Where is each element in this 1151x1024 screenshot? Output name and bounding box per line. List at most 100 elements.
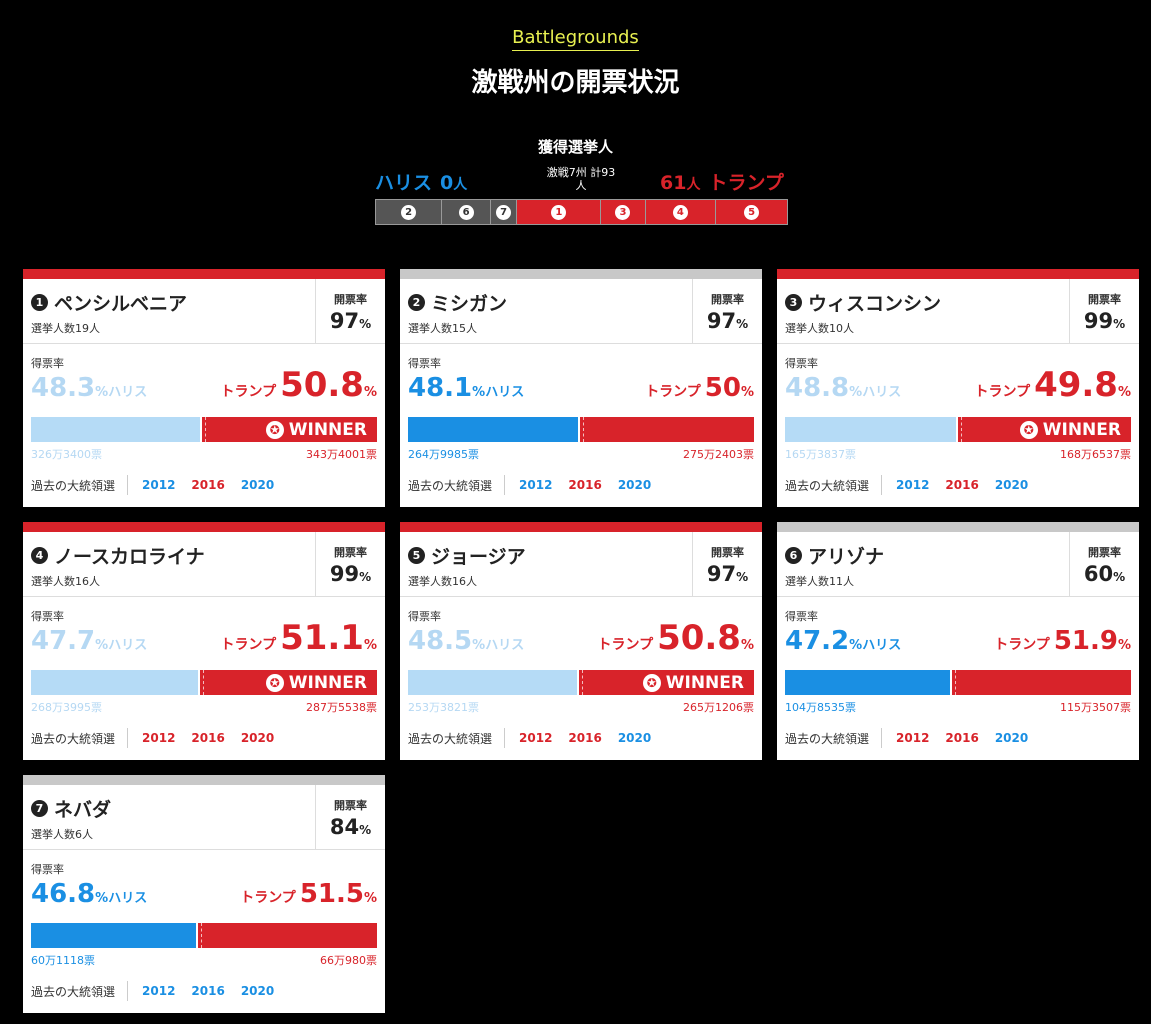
divider [127,981,129,1001]
reporting-value: 60% [1070,562,1139,586]
reporting-value: 97% [693,309,762,333]
harris-label: ハリス [485,638,525,653]
harris-pct-unit: % [95,385,109,400]
reporting-number: 97 [706,562,737,586]
trump-percentage: トランプ 51.5% [240,879,377,909]
harris-bar [785,417,957,442]
past-year-2012: 2012 [142,731,176,745]
past-year-2016: 2016 [191,478,225,492]
harris-percentage: 48.8%ハリス [785,373,901,403]
state-card[interactable]: 5 ジョージア 選挙人数16人 開票率 97% 得票率 48.5%ハリス トランプ 50.8% ✪… [400,522,762,760]
trump-label: トランプ [645,384,701,400]
reporting-number: 97 [706,309,737,333]
trump-ev-number: 61 [660,172,687,194]
harris-label: ハリス [862,385,902,400]
harris-votes: 264万9985票 [408,448,479,461]
harris-bar [31,923,196,948]
card-status-bar [400,269,762,279]
state-card[interactable]: 2 ミシガン 選挙人数15人 開票率 97% 得票率 48.1%ハリス トランプ 50% 264万… [400,269,762,507]
bar-divider [199,417,202,442]
state-card[interactable]: 7 ネバダ 選挙人数6人 開票率 84% 得票率 46.8%ハリス トランプ 51.5% 60万1… [23,775,385,1013]
trump-bar: ✪ WINNER [200,670,377,695]
card-header: 3 ウィスコンシン 選挙人数10人 開票率 99% [777,279,1139,344]
past-year-2012: 2012 [519,478,553,492]
vote-share-bar: ✪ WINNER [785,417,1131,442]
trump-bar: ✪ WINNER [201,417,377,442]
trump-pct-unit: % [363,638,377,653]
reporting-box: 開票率 97% [692,279,762,343]
state-name: 1 ペンシルベニア [31,289,187,316]
harris-label: ハリス [108,638,148,653]
electoral-segment-state-4: 4 [645,200,717,224]
past-year-2020: 2020 [240,731,275,745]
trump-bar: ✪ WINNER [578,670,754,695]
kicker-text: Battlegrounds [512,27,639,51]
trump-percentage: トランプ 51.1% [220,618,377,658]
trump-votes: 265万1206票 [683,701,754,714]
trump-label: トランプ [597,637,654,653]
trump-label: トランプ [974,384,1031,400]
harris-bar [408,417,578,442]
past-year-2020: 2020 [994,731,1029,745]
past-elections: 過去の大統領選 2012 2016 2020 [408,475,667,495]
state-number-badge: 2 [401,204,417,220]
state-card[interactable]: 1 ペンシルベニア 選挙人数19人 開票率 97% 得票率 48.3%ハリス トランプ 50.8… [23,269,385,507]
total-line-1: 激戦7州 計93 [546,166,616,179]
past-elections-label: 過去の大統領選 [31,478,116,493]
reporting-unit: % [359,317,372,331]
total-line-2: 人 [575,179,587,192]
harris-pct-number: 48.1 [408,373,473,403]
reporting-value: 99% [316,562,385,586]
card-header: 6 アリゾナ 選挙人数11人 開票率 60% [777,532,1139,597]
state-card[interactable]: 4 ノースカロライナ 選挙人数16人 開票率 99% 得票率 47.7%ハリス トランプ 51.… [23,522,385,760]
vote-share-label: 得票率 [785,610,818,623]
star-icon: ✪ [265,673,284,692]
past-year-2012: 2012 [896,731,930,745]
vote-share-bar: ✪ WINNER [31,417,377,442]
trump-pct-number: 50.8 [657,618,741,658]
trump-votes: 66万980票 [320,954,377,967]
harris-pct-unit: % [849,638,863,653]
past-elections: 過去の大統領選 2012 2016 2020 [31,981,290,1001]
past-elections: 過去の大統領選 2012 2016 2020 [31,475,290,495]
past-year-2020: 2020 [617,731,652,745]
card-header: 4 ノースカロライナ 選挙人数16人 開票率 99% [23,532,385,597]
state-number-badge: 1 [31,294,48,311]
trump-name: トランプ [708,172,784,194]
card-header: 1 ペンシルベニア 選挙人数19人 開票率 97% [23,279,385,344]
trump-percentage: トランプ 51.9% [994,626,1131,656]
past-year-2020: 2020 [240,984,275,998]
state-name-text: ジョージア [431,546,526,568]
state-number-badge: 3 [785,294,802,311]
page-title: 激戦州の開票状況 [471,68,680,98]
vote-share-label: 得票率 [785,357,818,370]
reporting-box: 開票率 60% [1069,532,1139,596]
harris-votes: 165万3837票 [785,448,856,461]
trump-pct-unit: % [740,385,754,400]
bar-divider [576,670,579,695]
trump-label: トランプ [220,637,277,653]
state-number-badge: 7 [31,800,48,817]
trump-pct-number: 50.8 [280,365,364,405]
section-kicker: Battlegrounds [0,27,1151,51]
trump-bar [197,923,377,948]
trump-votes: 287万5538票 [306,701,377,714]
harris-label: ハリス [862,638,902,653]
state-card[interactable]: 6 アリゾナ 選挙人数11人 開票率 60% 得票率 47.2%ハリス トランプ 51.9% 10… [777,522,1139,760]
past-year-2020: 2020 [617,478,652,492]
star-icon: ✪ [642,673,661,692]
harris-label: ハリス [485,385,525,400]
reporting-label: 開票率 [1088,293,1121,306]
bar-divider [577,417,580,442]
harris-percentage: 48.3%ハリス [31,373,147,403]
reporting-number: 99 [329,562,360,586]
reporting-label: 開票率 [1088,546,1121,559]
harris-pct-number: 48.5 [408,626,473,656]
divider [881,475,883,495]
card-status-bar [400,522,762,532]
trump-votes: 343万4001票 [306,448,377,461]
trump-percentage: トランプ 50.8% [220,365,377,405]
vote-share-bar: ✪ WINNER [31,670,377,695]
reporting-unit: % [359,570,372,584]
state-card[interactable]: 3 ウィスコンシン 選挙人数10人 開票率 99% 得票率 48.8%ハリス トランプ 49.8… [777,269,1139,507]
